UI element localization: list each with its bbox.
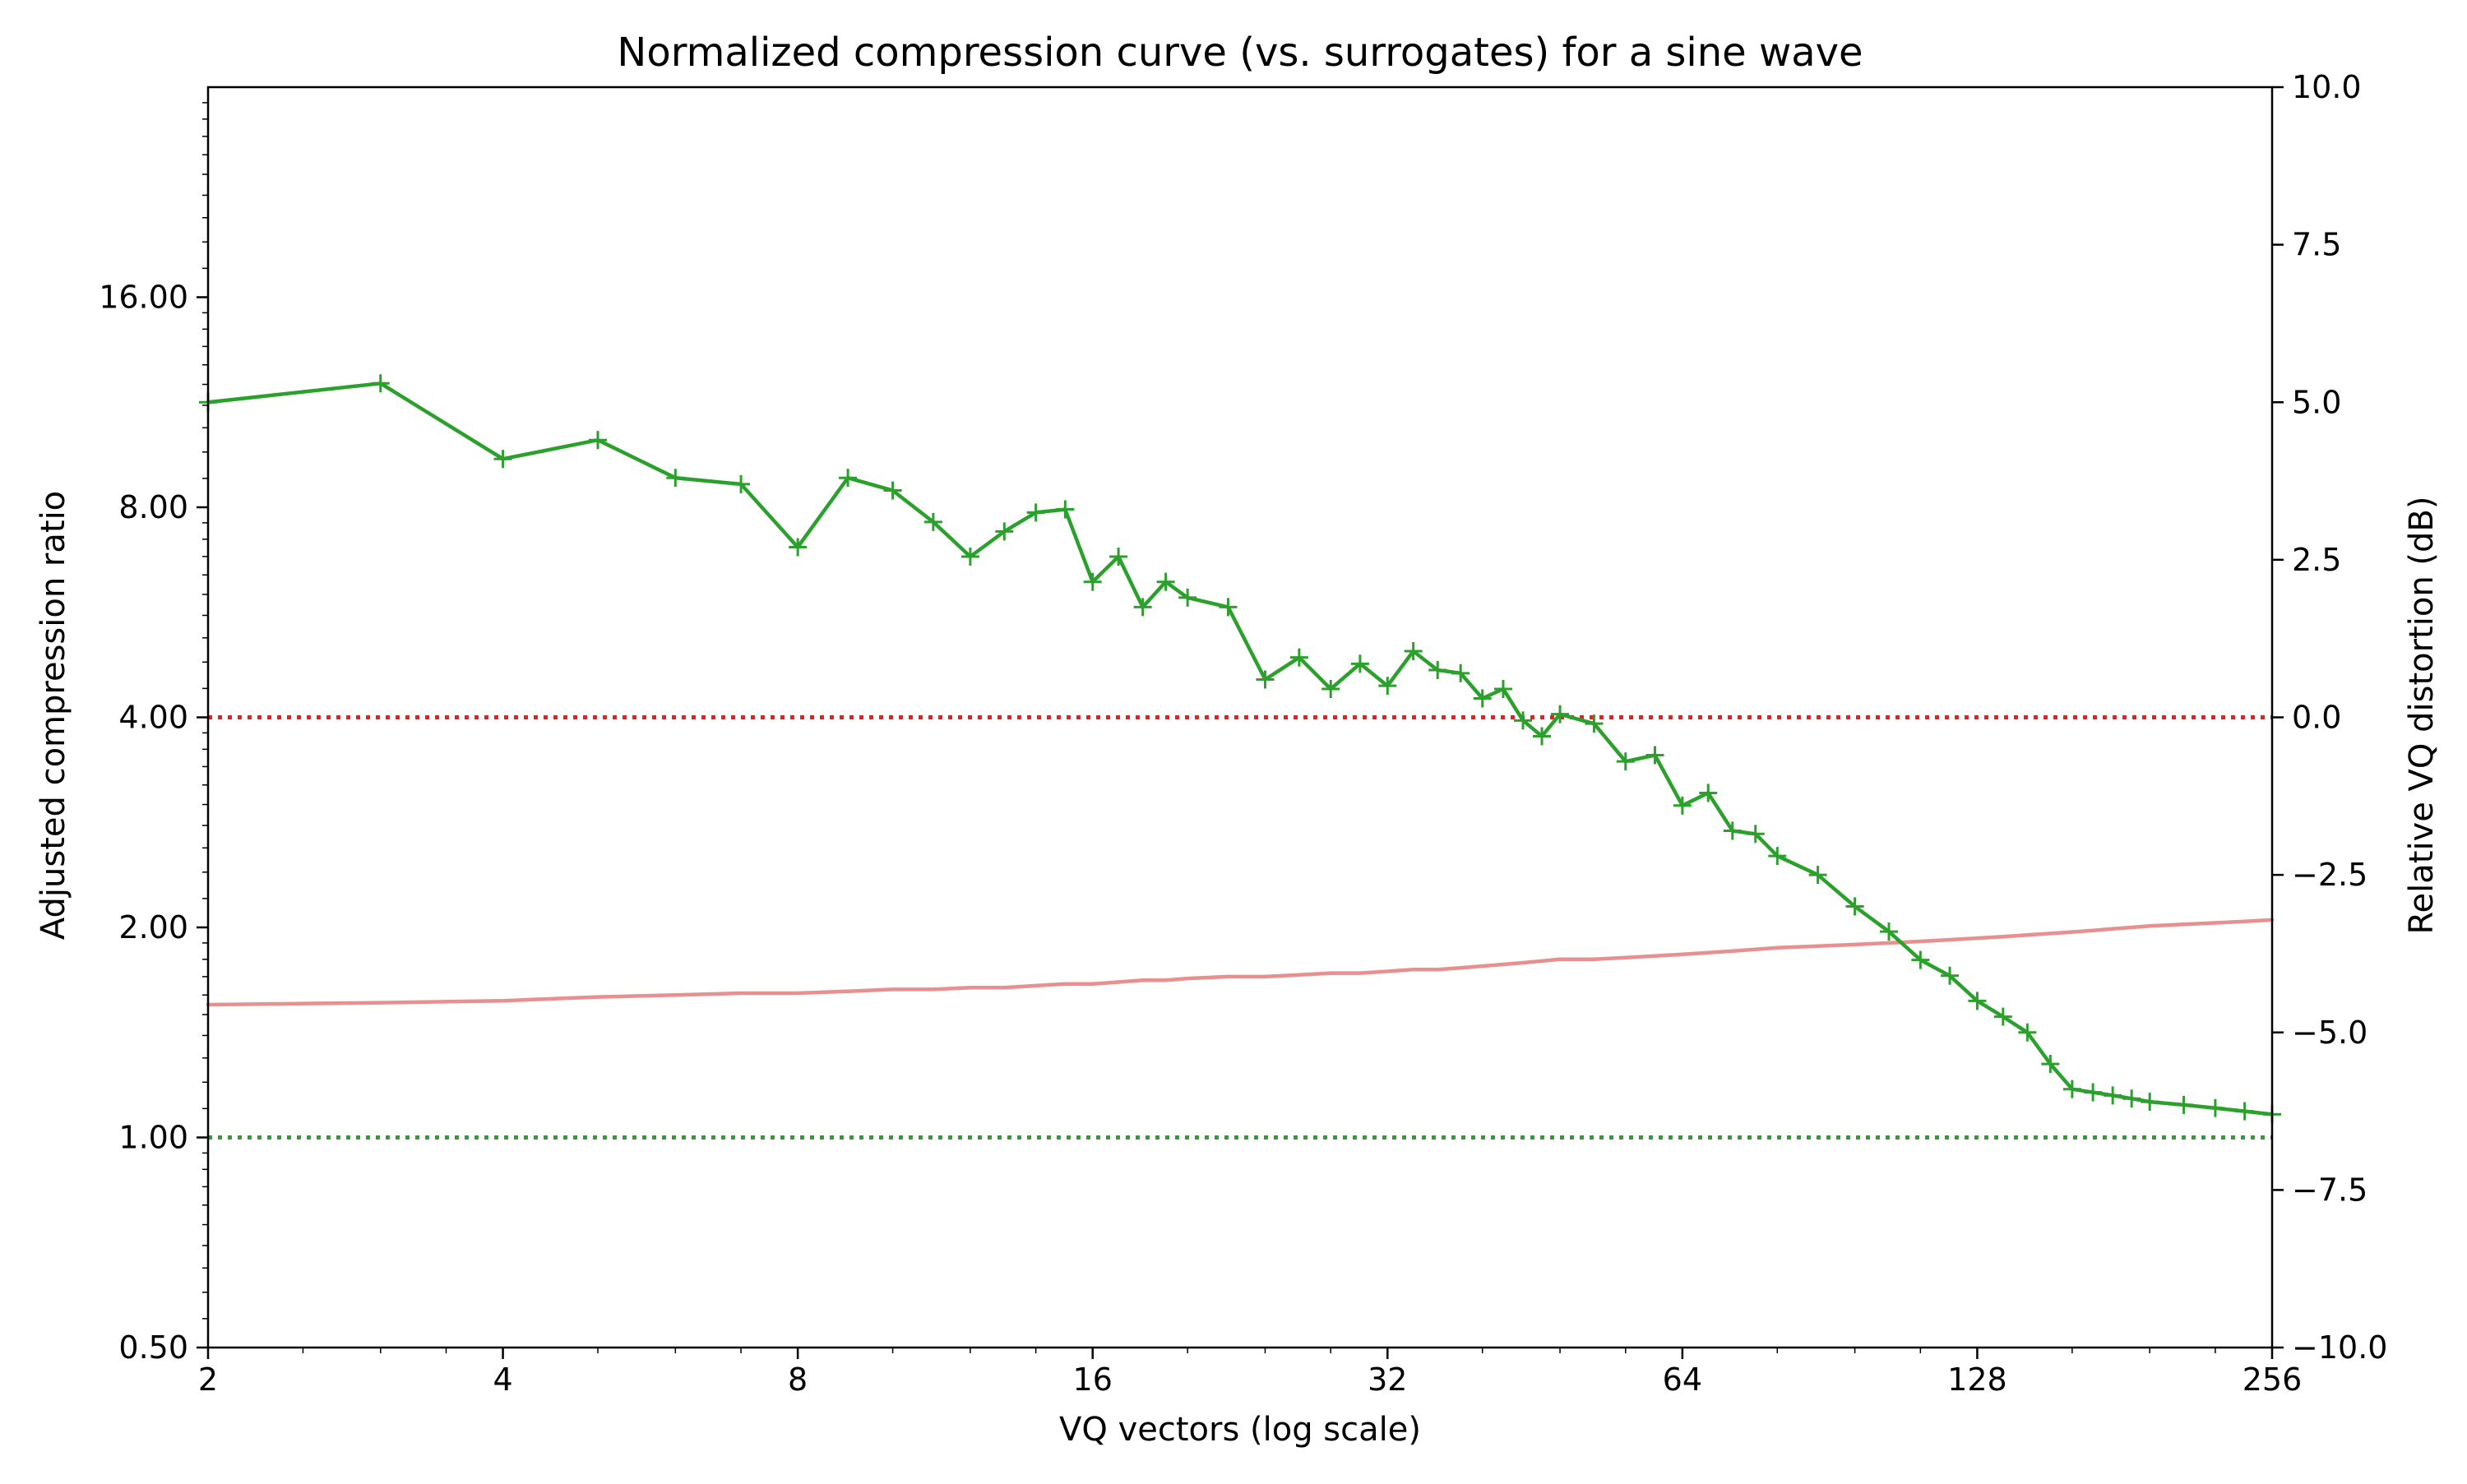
- vq-distortion-point: [1156, 572, 1175, 591]
- vq-distortion-point: [883, 481, 902, 500]
- vq-distortion-point: [960, 548, 979, 566]
- compression-ratio-series-line: [206, 918, 2275, 1007]
- y-right-tick-label: 2.5: [2292, 542, 2341, 578]
- vq-distortion-point: [1723, 821, 1742, 840]
- vq-distortion-point: [2205, 1098, 2224, 1117]
- y-axis-label-right: Relative VQ distortion (dB): [2403, 497, 2441, 935]
- vq-distortion-point: [1083, 572, 1102, 591]
- vq-distortion-point: [1026, 503, 1045, 522]
- vq-distortion-point: [589, 431, 608, 450]
- vq-distortion-point: [1056, 500, 1075, 519]
- vq-distortion-point: [789, 538, 808, 557]
- ticks-layer: 2 4 8 16 32 64 128 256 0.50 1.00 2.00 4.00 8.00 16.00…: [99, 69, 2387, 1398]
- vq-distortion-point: [1699, 784, 1718, 802]
- vq-distortion-point: [2235, 1102, 2254, 1121]
- y-right-tick-label: 5.0: [2292, 384, 2341, 420]
- x-tick-label: 16: [1073, 1361, 1113, 1398]
- reference-lines: [208, 715, 2272, 1140]
- y-axis-label-left: Adjusted compression ratio: [35, 491, 72, 940]
- vq-distortion-point: [995, 522, 1014, 541]
- vq-distortion-point: [2141, 1093, 2159, 1112]
- x-tick-label: 8: [788, 1361, 808, 1398]
- vq-distortion-point: [1880, 922, 1899, 941]
- y-left-tick-label: 4.00: [118, 700, 188, 736]
- vq-distortion-point: [2174, 1095, 2193, 1114]
- vq-distortion-point: [1514, 711, 1533, 730]
- vq-distortion-point: [1533, 727, 1552, 746]
- vq-distortion-point: [493, 450, 512, 469]
- x-tick-label: 32: [1368, 1361, 1407, 1398]
- y-left-tick-label: 16.00: [99, 280, 188, 316]
- vq-distortion-point: [2018, 1023, 2037, 1042]
- plot-frame: [206, 86, 2274, 1349]
- y-left-tick-label: 8.00: [118, 489, 188, 525]
- x-tick-label: 256: [2243, 1361, 2303, 1398]
- vq-distortion-point: [1256, 670, 1275, 689]
- vq-distortion-point: [2062, 1079, 2081, 1098]
- vq-distortion-point: [732, 474, 751, 493]
- vq-distortion-point: [1585, 714, 1604, 733]
- vq-distortion-point: [2084, 1083, 2103, 1102]
- chart-title: Normalized compression curve (vs. surrog…: [617, 30, 1863, 76]
- vq-distortion-point: [666, 469, 685, 488]
- vq-distortion-point: [1993, 1007, 2012, 1026]
- y-right-tick-label: −5.0: [2292, 1015, 2367, 1051]
- vq-distortion-point: [1551, 705, 1570, 724]
- y-right-tick-label: 10.0: [2292, 69, 2362, 105]
- vq-distortion-point: [1911, 950, 1930, 969]
- vq-distortion-point: [1109, 548, 1128, 566]
- vq-distortion-point: [1404, 642, 1423, 661]
- vq-distortion-point: [2104, 1086, 2122, 1105]
- y-right-tick-label: 7.5: [2292, 227, 2341, 263]
- x-tick-label: 128: [1947, 1361, 2007, 1398]
- vq-distortion-point: [839, 469, 858, 488]
- vq-distortion-point: [1845, 897, 1864, 916]
- vq-distortion-point: [1645, 746, 1664, 765]
- vq-distortion-point: [1968, 992, 1987, 1010]
- vq-distortion-point: [1178, 588, 1197, 607]
- y-right-tick-label: −7.5: [2292, 1172, 2367, 1208]
- vq-distortion-point: [371, 374, 390, 393]
- y-right-tick-label: −2.5: [2292, 857, 2367, 893]
- vq-distortion-point: [1350, 654, 1369, 673]
- vq-distortion-point: [1941, 966, 1960, 985]
- vq-distortion-point: [1451, 663, 1470, 682]
- y-left-tick-label: 2.00: [118, 909, 188, 945]
- vq-distortion-point: [1321, 680, 1340, 699]
- vq-distortion-point: [1493, 680, 1512, 699]
- vq-distortion-point: [1289, 648, 1308, 667]
- vq-distortion-point: [1378, 677, 1397, 696]
- y-left-tick-label: 1.00: [118, 1120, 188, 1156]
- vq-distortion-point: [2122, 1089, 2141, 1108]
- y-left-tick-label: 0.50: [118, 1329, 188, 1366]
- x-tick-label: 2: [198, 1361, 218, 1398]
- vq-distortion-point: [1133, 598, 1152, 617]
- y-right-tick-label: −10.0: [2292, 1329, 2387, 1366]
- vq-distortion-point: [923, 512, 942, 531]
- x-axis-label: VQ vectors (log scale): [1059, 1411, 1421, 1449]
- x-tick-label: 4: [493, 1361, 512, 1398]
- vq-distortion-point: [1768, 847, 1787, 866]
- x-tick-label: 64: [1663, 1361, 1702, 1398]
- vq-distortion-point: [1428, 661, 1447, 680]
- y-right-tick-label: 0.0: [2292, 700, 2341, 736]
- vq-distortion-point: [1473, 689, 1492, 708]
- vq-distortion-point: [1219, 598, 1238, 617]
- vq-distortion-point: [1808, 866, 1827, 885]
- vq-distortion-point: [1616, 752, 1635, 771]
- vq-distortion-point: [1746, 825, 1765, 844]
- vq-distortion-point: [1673, 796, 1692, 815]
- vq-distortion-point: [2041, 1055, 2060, 1074]
